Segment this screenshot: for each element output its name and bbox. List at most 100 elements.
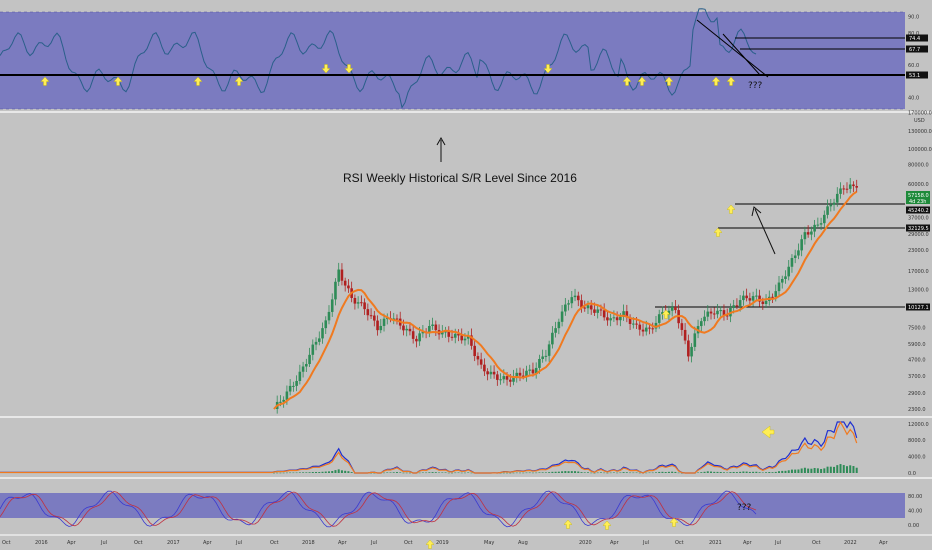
candle-body [632, 323, 635, 325]
macd-histogram-bar [515, 472, 518, 474]
stoch-k-line [0, 490, 757, 528]
annotation-arrow-head [436, 136, 446, 146]
macd-histogram-bar [739, 471, 742, 473]
price-tick-label: 23000.0 [908, 248, 929, 254]
candle-body [369, 315, 373, 317]
rsi-tag-53-bg [906, 71, 928, 79]
candle-body [654, 322, 658, 329]
candle-body [405, 328, 408, 331]
candle-body [790, 258, 794, 267]
candle-body [628, 317, 632, 324]
macd-histogram-bar [671, 471, 674, 473]
stoch-up-arrow-icon [563, 519, 573, 529]
candle-body [434, 324, 438, 331]
candle-body [311, 344, 315, 355]
x-axis-label: Apr [610, 540, 620, 546]
macd-histogram-bar [577, 471, 580, 473]
rsi-tick-label: 40.0 [908, 95, 919, 101]
price-tick-label: 2900.0 [908, 391, 926, 397]
rsi-up-arrow-icon [193, 76, 203, 86]
macd-histogram-bar [651, 472, 654, 474]
macd-histogram-bar [509, 472, 512, 474]
macd-histogram-bar [839, 464, 842, 473]
rsi-down-arrow-icon [543, 64, 553, 74]
candle-body [612, 317, 616, 319]
candle-body [609, 318, 612, 321]
macd-histogram-bar [742, 471, 745, 473]
price-up-arrow-icon [726, 204, 736, 214]
candle-body [428, 325, 431, 333]
macd-histogram-bar [386, 472, 389, 473]
macd-histogram-bar [570, 471, 573, 473]
macd-histogram-bar [599, 472, 602, 473]
macd-histogram-bar [334, 470, 337, 473]
macd-histogram-bar [402, 472, 405, 474]
macd-histogram-bar [849, 465, 852, 473]
currency-label: USD [914, 118, 925, 124]
macd-histogram-bar [612, 472, 615, 473]
price-tick-label: 3700.0 [908, 374, 926, 380]
rsi-panel: ??? 90.0 80.0 60.0 40.0 [0, 8, 919, 110]
macd-histogram-bar [350, 472, 353, 473]
candle-body [382, 318, 386, 326]
candle-body [564, 304, 567, 312]
macd-histogram-bar [719, 471, 722, 473]
candle-body [576, 295, 580, 301]
macd-histogram-bar [457, 472, 460, 474]
candle-body [544, 355, 548, 357]
macd-histogram-bar [674, 471, 677, 473]
macd-tick-label: 0.0 [908, 471, 916, 477]
candle-body [586, 305, 590, 309]
x-axis-label: Apr [67, 540, 77, 546]
candle-body [557, 321, 561, 329]
candle-body [340, 269, 344, 281]
macd-histogram-bar [425, 472, 428, 474]
macd-histogram-bar [551, 471, 554, 473]
macd-histogram-bar [833, 466, 836, 473]
candle-body [800, 239, 803, 251]
candle-body [512, 376, 515, 382]
macd-tick-label: 12000.0 [908, 422, 929, 428]
macd-histogram-bar [298, 472, 301, 473]
stoch-question-marks: ??? [737, 503, 752, 513]
candle-body [356, 302, 360, 304]
macd-arrow [761, 425, 775, 439]
candle-body [415, 338, 418, 342]
macd-tick-label: 4000.0 [908, 454, 926, 460]
x-axis-label: Jul [235, 540, 242, 546]
macd-histogram-bar [531, 472, 534, 474]
candle-body [735, 305, 739, 307]
candle-body [508, 379, 512, 382]
candle-body [450, 336, 454, 338]
macd-histogram-bar [845, 466, 848, 473]
candle-body [547, 344, 551, 356]
macd-histogram-bar [564, 471, 567, 473]
candle-body [742, 295, 745, 301]
candle-body [570, 297, 574, 304]
x-axis-label: Apr [879, 540, 889, 546]
macd-histogram-bar [761, 472, 764, 474]
macd-histogram-bar [826, 466, 829, 473]
x-axis-label: 2019 [436, 540, 449, 546]
candle-body [301, 366, 305, 372]
macd-histogram-bar [548, 472, 551, 473]
x-axis-label: Oct [675, 540, 684, 546]
candle-body [534, 367, 538, 374]
macd-histogram-bar [395, 472, 398, 473]
macd-histogram-bar [506, 472, 509, 474]
candle-body [525, 370, 528, 377]
macd-histogram-bar [463, 472, 466, 474]
macd-signal-line [0, 421, 858, 474]
macd-histogram-bar [454, 472, 457, 474]
macd-left-arrow-icon [761, 425, 775, 439]
macd-histogram-bar [373, 472, 376, 474]
candle-body [453, 333, 457, 338]
moving-average-line [273, 190, 858, 410]
candle-body [288, 385, 292, 392]
macd-histogram-bar [735, 472, 738, 473]
candle-body [334, 281, 337, 300]
price-tag-32129-bg [906, 224, 930, 232]
macd-histogram-bar [732, 471, 735, 473]
candle-body [835, 193, 839, 203]
macd-histogram-bar [311, 472, 314, 473]
